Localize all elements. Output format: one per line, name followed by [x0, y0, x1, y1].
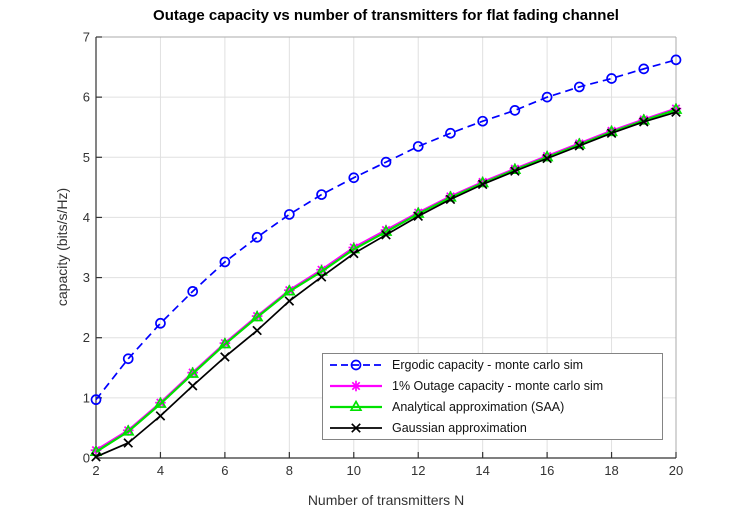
legend-item-ergodic: Ergodic capacity - monte carlo sim	[323, 355, 662, 376]
legend-sample-outage-asterisk-icon	[330, 380, 382, 392]
svg-text:4: 4	[83, 210, 90, 225]
svg-text:7: 7	[83, 30, 90, 45]
legend-item-gaussian: Gaussian approximation	[323, 418, 662, 439]
legend-label: 1% Outage capacity - monte carlo sim	[392, 379, 604, 393]
x-axis-label: Number of transmitters N	[307, 492, 465, 508]
legend-label: Gaussian approximation	[392, 421, 527, 435]
legend-sample-gaussian-x-icon	[330, 423, 382, 433]
svg-text:18: 18	[604, 463, 618, 478]
y-axis-label: capacity (bits/s/Hz)	[54, 187, 70, 307]
svg-text:14: 14	[475, 463, 489, 478]
svg-text:6: 6	[83, 90, 90, 105]
svg-text:2: 2	[83, 330, 90, 345]
legend-item-saa: Analytical approximation (SAA)	[323, 397, 662, 418]
svg-text:12: 12	[411, 463, 425, 478]
svg-text:20: 20	[669, 463, 683, 478]
legend-label: Analytical approximation (SAA)	[392, 400, 565, 414]
legend-sample-saa-triangle-icon	[330, 399, 382, 412]
svg-text:1: 1	[83, 390, 90, 405]
legend-sample-ergodic-line-circle-icon	[330, 359, 382, 371]
legend-item-outage: 1% Outage capacity - monte carlo sim	[323, 376, 662, 397]
svg-text:5: 5	[83, 150, 90, 165]
legend-label: Ergodic capacity - monte carlo sim	[392, 358, 584, 372]
svg-text:0: 0	[83, 451, 90, 466]
svg-text:2: 2	[92, 463, 99, 478]
svg-text:3: 3	[83, 270, 90, 285]
legend-box: Ergodic capacity - monte carlo sim 1% Ou…	[322, 353, 663, 440]
svg-text:10: 10	[347, 463, 361, 478]
svg-text:4: 4	[157, 463, 164, 478]
svg-text:6: 6	[221, 463, 228, 478]
chart-title: Outage capacity vs number of transmitter…	[153, 7, 619, 24]
svg-text:8: 8	[286, 463, 293, 478]
svg-text:16: 16	[540, 463, 554, 478]
